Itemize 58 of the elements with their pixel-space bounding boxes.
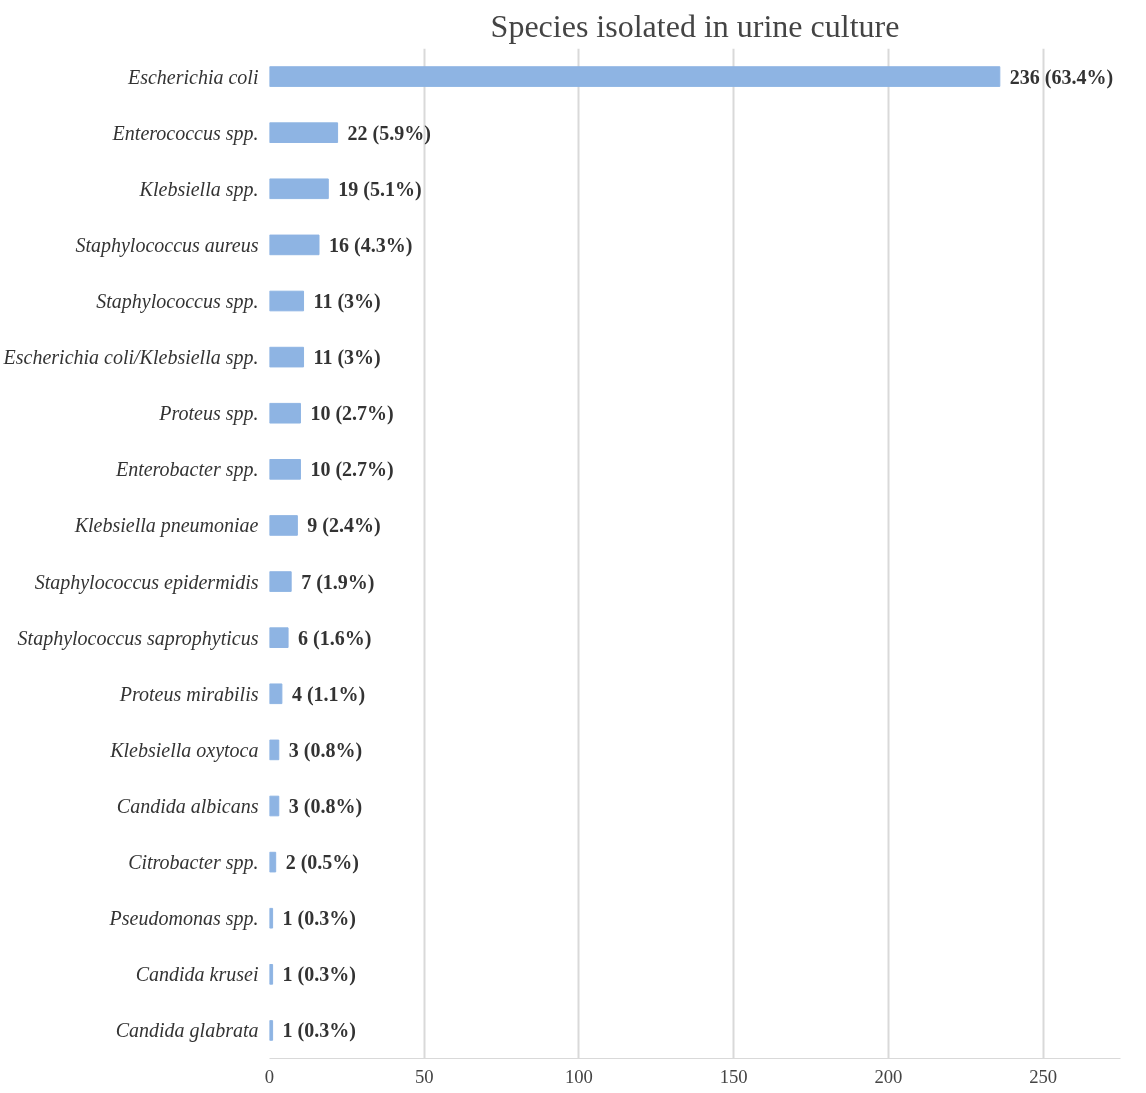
- data-label: 3 (0.8%): [288, 795, 363, 818]
- y-tick-label: Proteus mirabilis: [118, 682, 259, 705]
- data-label: 9 (2.4%): [307, 514, 381, 538]
- y-tick-label: Candida krusei: [135, 963, 259, 986]
- bar: [269, 851, 277, 873]
- y-tick-label: Staphylococcus epidermidis: [34, 570, 259, 594]
- bar: [269, 683, 283, 705]
- bar: [269, 234, 320, 256]
- data-label: 22 (5.9%): [347, 121, 431, 145]
- data-label: 4 (1.1%): [291, 682, 366, 706]
- y-tick-label: Klebsiella pneumoniae: [73, 514, 259, 538]
- y-tick-label: Klebsiella oxytoca: [109, 738, 259, 762]
- chart-title: Species isolated in urine culture: [490, 7, 900, 44]
- y-tick-label: Enterobacter spp.: [114, 458, 259, 482]
- y-tick-label: Candida glabrata: [115, 1019, 259, 1043]
- y-tick-label: Enterococcus spp.: [111, 121, 259, 145]
- data-label: 19 (5.1%): [338, 177, 422, 201]
- x-tick-label: 200: [874, 1065, 903, 1087]
- data-label: 236 (63.4%): [1009, 65, 1114, 89]
- y-tick-label: Pseudomonas spp.: [108, 907, 259, 931]
- x-tick-label: 100: [564, 1065, 593, 1087]
- x-tick-label: 0: [264, 1065, 275, 1087]
- y-tick-label: Staphylococcus aureus: [75, 233, 259, 257]
- data-label: 7 (1.9%): [301, 570, 375, 594]
- bar: [269, 346, 305, 368]
- y-tick-label: Escherichia coli: [126, 65, 259, 88]
- bar: [269, 66, 1001, 87]
- data-label: 2 (0.5%): [285, 851, 360, 875]
- bar: [269, 515, 298, 536]
- data-label: 16 (4.3%): [329, 233, 413, 257]
- bar: [269, 459, 301, 480]
- data-label: 11 (3%): [313, 290, 381, 313]
- y-tick-label: Citrobacter spp.: [128, 851, 259, 875]
- data-label: 1 (0.3%): [282, 1019, 356, 1043]
- data-label: 1 (0.3%): [282, 963, 356, 987]
- x-tick-label: 50: [414, 1065, 434, 1087]
- y-tick-label: Proteus spp.: [158, 402, 259, 426]
- x-tick-label: 250: [1029, 1065, 1058, 1087]
- data-label: 10 (2.7%): [310, 458, 394, 482]
- y-tick-label: Candida albicans: [116, 795, 259, 817]
- bar: [269, 122, 339, 143]
- y-tick-label: Staphylococcus spp.: [96, 290, 259, 313]
- data-label: 10 (2.7%): [310, 402, 394, 426]
- bar: [269, 402, 301, 424]
- bar: [269, 571, 292, 592]
- data-label: 1 (0.3%): [282, 907, 356, 931]
- x-tick-label: 150: [719, 1065, 748, 1087]
- data-label: 11 (3%): [313, 346, 381, 370]
- y-tick-label: Staphylococcus saprophyticus: [17, 626, 259, 650]
- bar: [269, 627, 289, 648]
- y-tick-label: Klebsiella spp.: [138, 177, 259, 201]
- bar: [269, 178, 329, 200]
- bar: [269, 290, 305, 312]
- bar: [269, 739, 280, 761]
- bar: [269, 795, 280, 817]
- y-tick-label: Escherichia coli/Klebsiella spp.: [2, 346, 259, 370]
- data-label: 3 (0.8%): [288, 738, 363, 762]
- data-label: 6 (1.6%): [298, 626, 372, 650]
